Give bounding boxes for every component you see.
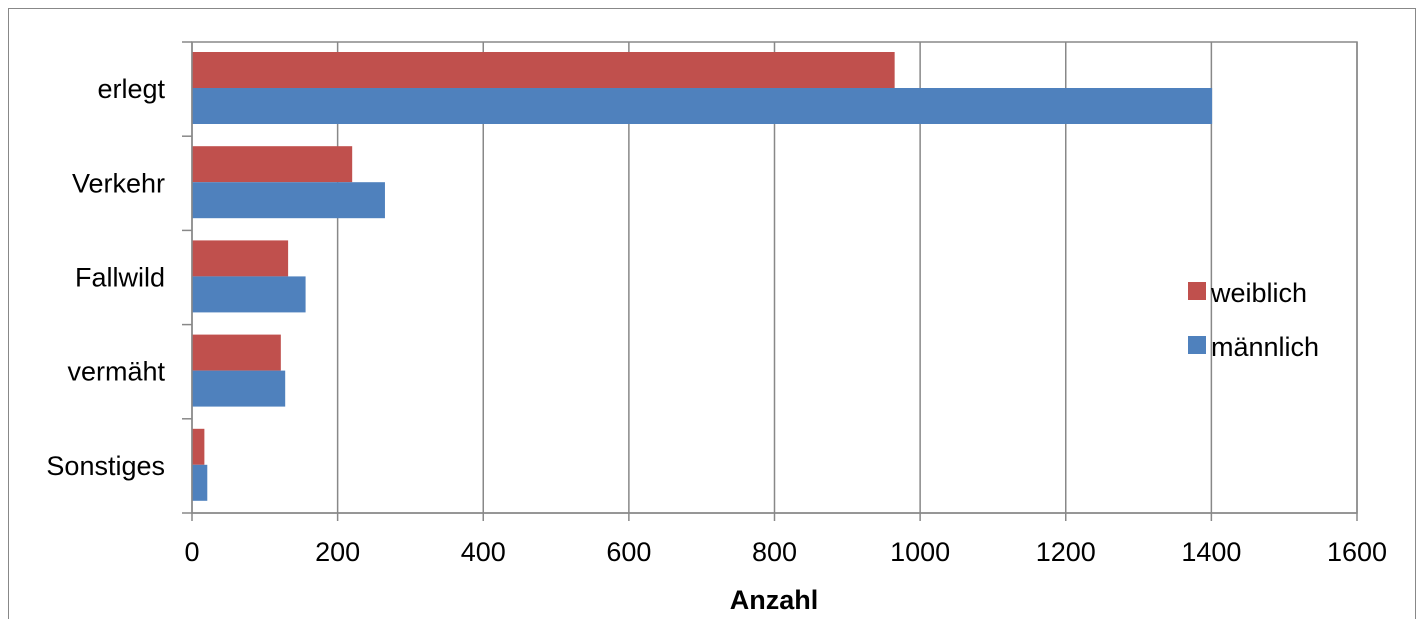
bar-weiblich [192, 52, 895, 88]
legend: weiblich männlich [1188, 278, 1319, 362]
bar-weiblich [192, 428, 205, 465]
x-tick-label: 1200 [1036, 537, 1096, 567]
axes [182, 41, 1358, 521]
x-tick-label: 800 [752, 537, 797, 567]
x-tick-label: 600 [606, 537, 651, 567]
x-tick-labels: 0 200 400 600 800 1000 1200 1400 1600 [184, 537, 1387, 567]
bar-weiblich [192, 240, 289, 277]
category-label: Fallwild [75, 263, 165, 293]
legend-swatch [1188, 282, 1206, 300]
x-tick-label: 0 [184, 537, 199, 567]
bar-maennlich [192, 276, 306, 313]
legend-label: weiblich [1210, 278, 1307, 308]
bar-maennlich [192, 182, 385, 219]
bars [192, 52, 1213, 501]
category-label: vermäht [67, 357, 165, 387]
bar-maennlich [192, 464, 208, 501]
legend-swatch [1188, 336, 1206, 354]
legend-label: männlich [1211, 332, 1319, 362]
bar-maennlich [192, 370, 286, 407]
category-label: Verkehr [72, 168, 165, 198]
y-category-labels: erlegt Verkehr Fallwild vermäht Sonstiges [46, 74, 165, 481]
bar-maennlich [192, 88, 1213, 124]
bar-weiblich [192, 146, 353, 183]
x-tick-label: 1600 [1327, 537, 1387, 567]
category-label: Sonstiges [46, 451, 165, 481]
x-tick-label: 200 [315, 537, 360, 567]
category-label: erlegt [97, 74, 165, 104]
x-tick-label: 1000 [890, 537, 950, 567]
x-tick-label: 1400 [1181, 537, 1241, 567]
x-axis-title: Anzahl [730, 585, 819, 615]
x-tick-label: 400 [461, 537, 506, 567]
bar-weiblich [192, 334, 281, 371]
